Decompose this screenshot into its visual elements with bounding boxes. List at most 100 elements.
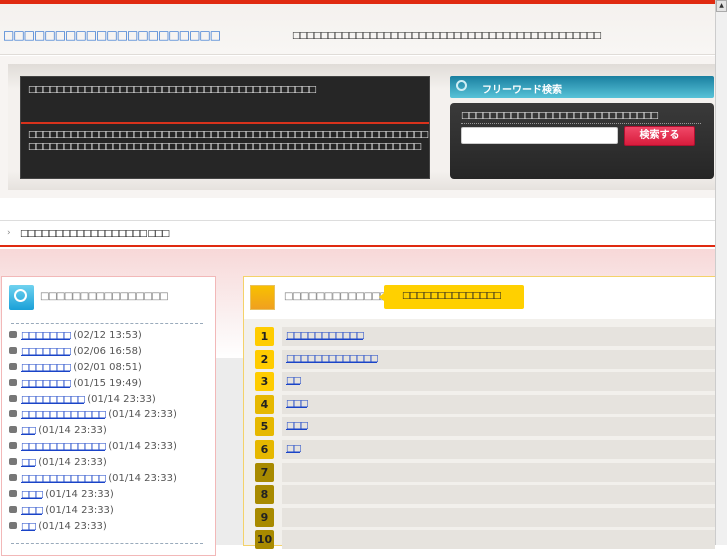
recent-title: □□□□□□□□□□□□□□□□ xyxy=(40,291,169,302)
list-item: □□□□□□□ (02/12 13:53) xyxy=(9,330,177,346)
search-button[interactable]: 検索する xyxy=(624,126,695,146)
ranking-link[interactable]: □□□ xyxy=(286,421,309,432)
bullet-icon xyxy=(9,442,17,450)
recent-date: (01/14 23:33) xyxy=(87,393,156,405)
ranking-link[interactable]: □□□□□□□□□□□ xyxy=(286,331,365,341)
bullet-icon xyxy=(9,489,17,497)
recent-date: (02/01 08:51) xyxy=(73,361,142,373)
list-item: □□□□□□□□□□□□ (01/14 23:33) xyxy=(9,473,177,489)
top-accent-bar xyxy=(0,0,715,4)
recent-link[interactable]: □□□□□□□ xyxy=(21,378,72,389)
recent-date: (01/15 19:49) xyxy=(73,377,142,389)
rank-badge: 3 xyxy=(255,372,274,392)
rank-badge: 6 xyxy=(255,439,274,459)
ranking-row: 3 □□ xyxy=(255,372,715,395)
rank-badge: 7 xyxy=(255,462,274,482)
recent-date: (01/14 23:33) xyxy=(38,425,107,437)
ranking-link[interactable]: □□□□□□□□□□□□□ xyxy=(286,353,379,364)
recent-date: (02/06 16:58) xyxy=(73,345,142,357)
list-item: □□□□□□□ (02/06 16:58) xyxy=(9,346,177,362)
rank-badge: 1 xyxy=(255,327,274,346)
ranking-callout: □□□□□□□□□□□□□□ xyxy=(379,285,524,309)
ranking-row: 2 □□□□□□□□□□□□□ xyxy=(255,349,715,373)
recent-link[interactable]: □□□□□□□□□□□□ xyxy=(21,410,107,421)
ranking-bar xyxy=(282,462,715,482)
ranking-panel: □□□□□□□□□□□□□□□□ □□□□□□□□□□□□□□ 1 □□□□□□□… xyxy=(243,276,715,550)
ranking-bar: □□ xyxy=(282,372,715,392)
recent-link[interactable]: □□□□□□□ xyxy=(21,331,72,341)
rank-badge: 5 xyxy=(255,417,274,437)
ranking-title: □□□□□□□□□□□□□□□□ xyxy=(284,291,413,302)
recent-link[interactable]: □□□□□□□ xyxy=(21,362,72,373)
site-header: □□□□□□□□□□□□□□□□□□□□□ □□□□□□□□□□□□□□□□□□… xyxy=(0,4,715,55)
list-item: □□ (01/14 23:33) xyxy=(9,521,177,537)
bullet-icon xyxy=(9,521,17,529)
ranking-header: □□□□□□□□□□□□□□□□ □□□□□□□□□□□□□□ xyxy=(244,277,715,319)
recent-date: (02/12 13:53) xyxy=(73,330,142,341)
divider xyxy=(11,323,203,324)
intro-body: □□□□□□□□□□□□□□□□□□□□□□□□□□□□□□□□□□□□□□□□… xyxy=(28,130,429,152)
divider xyxy=(11,543,203,544)
bullet-icon xyxy=(9,362,17,370)
ranking-row: 10 xyxy=(255,530,715,553)
recent-date: (01/14 23:33) xyxy=(45,504,114,516)
list-item: □□ (01/14 23:33) xyxy=(9,425,177,441)
recent-list: □□□□□□□ (02/12 13:53) □□□□□□□ (02/06 16:5… xyxy=(9,330,177,537)
bullet-icon xyxy=(9,331,17,338)
recent-date: (01/14 23:33) xyxy=(108,441,177,453)
search-input[interactable] xyxy=(461,127,618,144)
list-item: □□□□□□□□□□□□ (01/14 23:33) xyxy=(9,409,177,425)
bullet-icon xyxy=(9,378,17,386)
vertical-scrollbar[interactable]: ▲ xyxy=(715,0,727,545)
search-header: フリーワード検索 xyxy=(450,76,714,98)
recent-link[interactable]: □□□□□□□□□ xyxy=(21,394,86,405)
scroll-up-arrow-icon[interactable]: ▲ xyxy=(716,0,727,12)
bullet-icon xyxy=(9,410,17,418)
recent-date: (01/14 23:33) xyxy=(38,457,107,469)
podium-icon xyxy=(250,285,275,310)
ranking-link[interactable]: □□ xyxy=(286,443,302,454)
list-item: □□ (01/14 23:33) xyxy=(9,457,177,473)
ranking-list: 1 □□□□□□□□□□□ 2 □□□□□□□□□□□□□ 3 □□ 4 □□□ 5 □□□ 6 □□… xyxy=(255,327,715,553)
recent-link[interactable]: □□□□□□□□□□□□ xyxy=(21,474,107,485)
ranking-row: 9 xyxy=(255,507,715,531)
recent-date: (01/14 23:33) xyxy=(38,520,107,532)
search-label: □□□□□□□□□□□□□□□□□□□□□□□□□□□□ xyxy=(461,111,701,124)
intro-box: □□□□□□□□□□□□□□□□□□□□□□□□□□□□□□□□□□□□□□□□… xyxy=(20,76,430,179)
recent-link[interactable]: □□□ xyxy=(21,505,44,516)
rank-badge: 4 xyxy=(255,394,274,414)
bullet-icon xyxy=(9,346,17,354)
chevron-right-icon: › xyxy=(7,228,11,238)
search-icon xyxy=(456,80,467,91)
ranking-bar: □□□□□□□□□□□ xyxy=(282,327,715,346)
recent-link[interactable]: □□□□□□□ xyxy=(21,346,72,357)
bullet-icon xyxy=(9,505,17,513)
ranking-link[interactable]: □□ xyxy=(286,376,302,387)
recent-panel: □□□□□□□□□□□□□□□□ □□□□□□□ (02/12 13:53) □□… xyxy=(1,276,216,556)
magnifier-icon xyxy=(9,285,34,310)
recent-link[interactable]: □□□ xyxy=(21,489,44,500)
ranking-bar xyxy=(282,485,715,505)
ranking-link[interactable]: □□□ xyxy=(286,398,309,409)
search-title: フリーワード検索 xyxy=(482,85,562,96)
recent-date: (01/14 23:33) xyxy=(45,488,114,500)
divider xyxy=(21,122,429,124)
rank-badge: 2 xyxy=(255,349,274,369)
list-item: □□□ (01/14 23:33) xyxy=(9,489,177,505)
ranking-bar xyxy=(282,507,715,527)
list-item: □□□□□□□ (02/01 08:51) xyxy=(9,362,177,378)
bullet-icon xyxy=(9,394,17,402)
site-tagline: □□□□□□□□□□□□□□□□□□□□□□□□□□□□□□□□□□□□□□□□… xyxy=(292,31,602,41)
recent-link[interactable]: □□ xyxy=(21,521,37,532)
recent-link[interactable]: □□ xyxy=(21,426,37,437)
list-item: □□□□□□□□□ (01/14 23:33) xyxy=(9,394,177,410)
site-title-link[interactable]: □□□□□□□□□□□□□□□□□□□□□ xyxy=(3,28,221,42)
ranking-bar: □□ xyxy=(282,439,715,459)
list-item: □□□□□□□ (01/15 19:49) xyxy=(9,378,177,394)
ranking-row: 8 xyxy=(255,485,715,508)
recent-link[interactable]: □□□□□□□□□□□□ xyxy=(21,442,107,453)
breadcrumb: › □□□□□□□□□□□□□□□□□□ □□□ xyxy=(0,220,715,247)
ranking-row: 7 xyxy=(255,462,715,486)
recent-link[interactable]: □□ xyxy=(21,458,37,469)
intro-heading: □□□□□□□□□□□□□□□□□□□□□□□□□□□□□□□□□□□□□□□□… xyxy=(28,85,317,95)
